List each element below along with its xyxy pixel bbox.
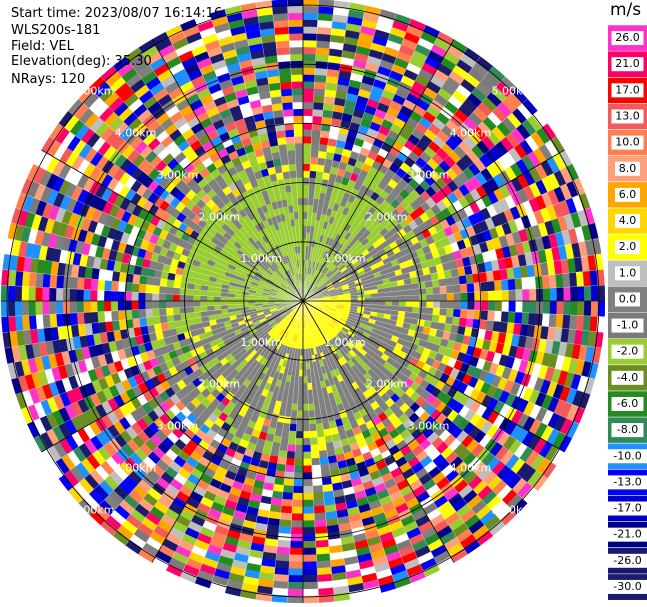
colorbar-tick-label: 17.0	[615, 83, 640, 96]
range-ring-label: 2.00km	[198, 378, 240, 391]
colorbar-tick-label: 26.0	[615, 31, 640, 44]
colorbar-tick-label: -4.0	[617, 371, 638, 384]
range-ring-label: 4.00km	[115, 461, 157, 474]
range-ring-label: 4.00km	[450, 127, 492, 140]
colorbar-tick-label: 10.0	[615, 136, 640, 149]
range-ring-label: 3.00km	[157, 168, 199, 181]
colorbar-tick-label: 2.0	[619, 240, 637, 253]
colorbar-unit: m/s	[610, 0, 642, 20]
range-ring-label: 5.00km	[492, 85, 534, 98]
velocity-colorbar: 26.0 21.0 17.0 13.0 10.0 8.0 6.0 4.0 2.0 1.0 0.0 -1…	[608, 25, 647, 600]
range-ring-label: 2.00km	[366, 378, 408, 391]
range-ring-label: 3.00km	[157, 420, 199, 433]
range-ring-label: 1.00km	[324, 336, 366, 349]
range-ring-label: 1.00km	[324, 252, 366, 265]
colorbar-tick-label: 8.0	[619, 162, 637, 175]
range-ring-label: 1.00km	[240, 336, 282, 349]
range-ring-label: 5.00km	[492, 503, 534, 516]
colorbar-tick-label: -13.0	[613, 475, 641, 488]
colorbar-tick-label: -26.0	[613, 554, 641, 567]
nrays-label: NRays: 120	[11, 72, 86, 87]
colorbar-tick-label: 13.0	[615, 109, 640, 122]
colorbar-tick-label: 4.0	[619, 214, 637, 227]
range-ring-labels: 1.00km 1.00km 1.00km 1.00km 2.00km 2.00km 2.00…	[73, 85, 533, 517]
range-ring-label: 5.00km	[73, 85, 115, 98]
range-ring-label: 2.00km	[198, 210, 240, 223]
range-ring-label: 3.00km	[408, 168, 450, 181]
range-rings	[1, 0, 605, 603]
colorbar-tick-label: 21.0	[615, 57, 640, 70]
colorbar-tick-label: 0.0	[619, 292, 637, 305]
start-time-label: Start time: 2023/08/07 16:14:16	[11, 6, 223, 21]
range-ring-label: 3.00km	[408, 420, 450, 433]
range-ring-label: 1.00km	[240, 252, 282, 265]
colorbar-tick-label: 1.0	[619, 266, 637, 279]
range-ring-label: 2.00km	[366, 210, 408, 223]
colorbar-tick-label: -17.0	[613, 502, 641, 515]
colorbar-tick-label: -1.0	[617, 319, 638, 332]
elevation-label: Elevation(deg): 35.30	[11, 54, 152, 69]
colorbar-tick-label: -30.0	[613, 580, 641, 593]
colorbar-tick-label: -2.0	[617, 345, 638, 358]
range-ring-label: 4.00km	[115, 127, 157, 140]
range-ring-label: 5.00km	[73, 503, 115, 516]
range-ring-label: 4.00km	[450, 461, 492, 474]
colorbar-tick-label: 6.0	[619, 188, 637, 201]
ppi-scan-plot: 1.00km 1.00km 1.00km 1.00km 2.00km 2.00km 2.00…	[0, 0, 605, 604]
colorbar-tick-label: -6.0	[617, 397, 638, 410]
colorbar-tick-label: -8.0	[617, 423, 638, 436]
instrument-label: WLS200s-181	[11, 23, 101, 38]
field-label: Field: VEL	[11, 39, 74, 54]
colorbar-tick-label: -21.0	[613, 528, 641, 541]
colorbar-tick-label: -10.0	[613, 449, 641, 462]
